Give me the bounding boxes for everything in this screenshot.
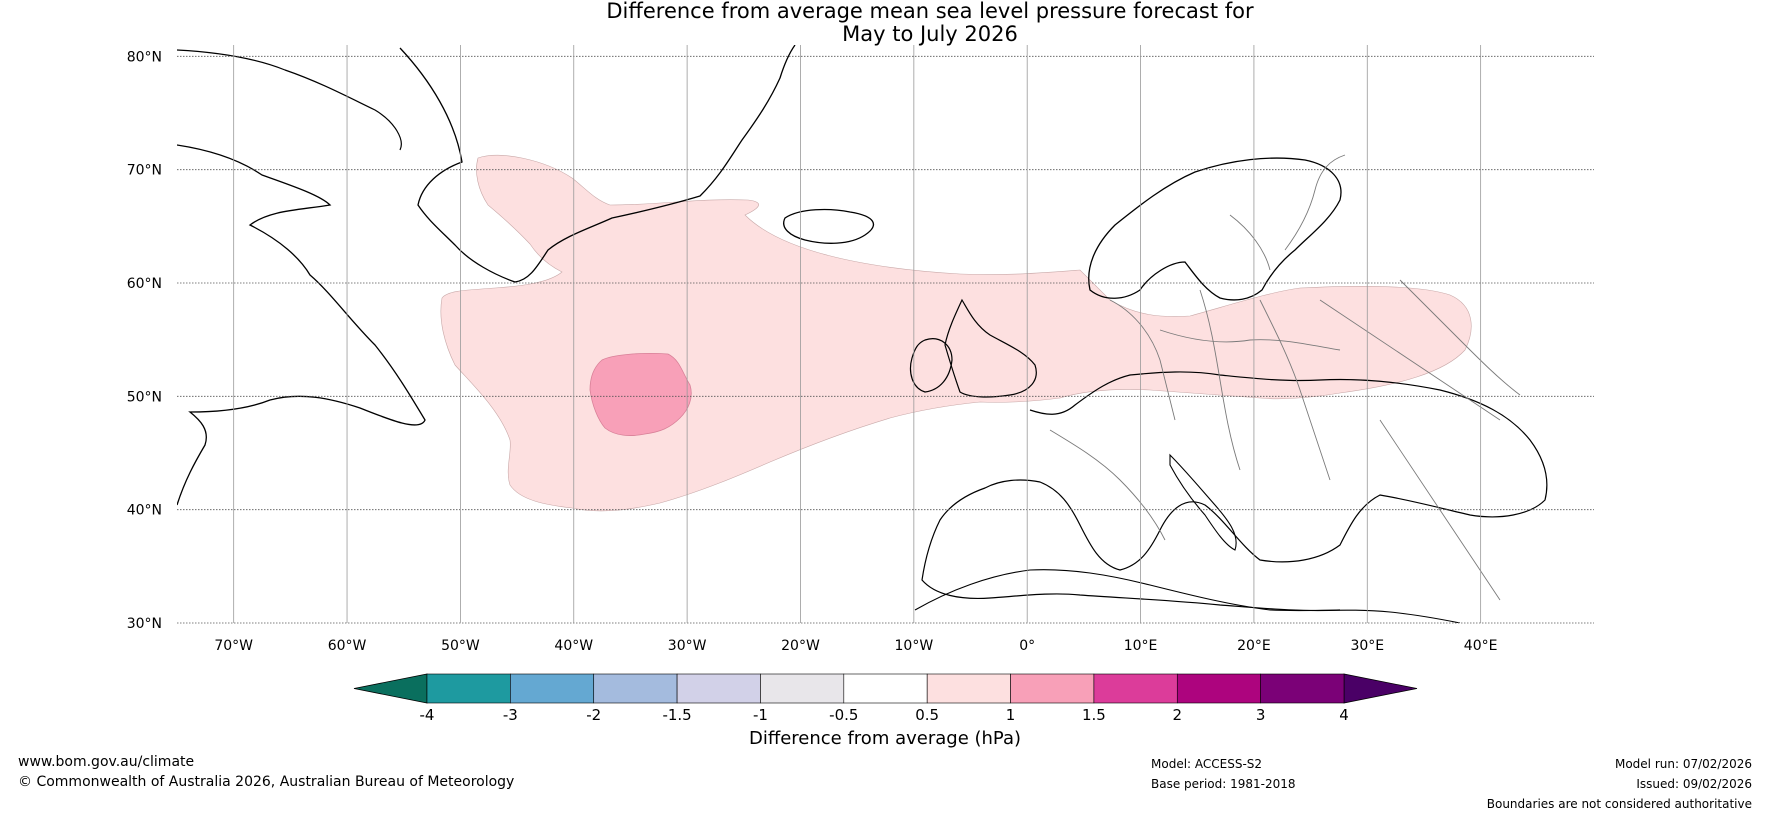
colorbar-segment-8	[1093, 673, 1178, 704]
lon-label-5: 20°W	[781, 638, 820, 654]
longitude-gridlines	[233, 45, 1482, 623]
colorbar-segment-6	[926, 673, 1011, 704]
iceland-coast	[783, 208, 875, 244]
anomaly-region-high	[589, 352, 692, 436]
colorbar-tick-7: 1	[1006, 706, 1016, 724]
map-area	[177, 45, 1548, 623]
canada-coast	[177, 144, 426, 506]
colorbar-segment-1	[510, 673, 595, 704]
colorbar-segment-3	[676, 673, 761, 704]
country-borders	[1049, 154, 1521, 601]
lon-label-4: 30°W	[668, 638, 707, 654]
colorbar-tick-0: -4	[420, 706, 435, 724]
lon-label-2: 50°W	[441, 638, 480, 654]
colorbar-tick-5: -0.5	[829, 706, 858, 724]
canada-islands	[177, 49, 402, 151]
footer-model: Model: ACCESS-S2	[1151, 757, 1263, 771]
colorbar: -4 -3 -2 -1.5 -1 -0.5 0.5 1 1.5 2 3 4	[353, 673, 1418, 724]
lon-label-1: 60°W	[328, 638, 367, 654]
colorbar-segment-4	[760, 673, 845, 704]
lat-label-3: 50°N	[127, 389, 162, 405]
lon-label-11: 40°E	[1464, 638, 1498, 654]
longitude-labels: 70°W 60°W 50°W 40°W 30°W 20°W 10°W 0° 10°E 20°E 30…	[214, 638, 1497, 654]
lat-label-2: 60°N	[127, 276, 162, 292]
colorbar-segment-9	[1176, 673, 1261, 704]
footer-base-period: Base period: 1981-2018	[1151, 777, 1296, 791]
lon-label-7: 0°	[1019, 638, 1035, 654]
lon-label-10: 30°E	[1350, 638, 1384, 654]
colorbar-segment-0	[426, 673, 511, 704]
footer-website[interactable]: www.bom.gov.au/climate	[18, 754, 195, 770]
colorbar-tick-6: 0.5	[915, 706, 939, 724]
colorbar-segment-10	[1260, 673, 1345, 704]
colorbar-tick-3: -1.5	[662, 706, 691, 724]
italy-coast	[1169, 453, 1237, 551]
footer-model-run: Model run: 07/02/2026	[1614, 757, 1752, 771]
lon-label-9: 20°E	[1237, 638, 1271, 654]
lat-label-4: 40°N	[127, 503, 162, 519]
lon-label-0: 70°W	[214, 638, 253, 654]
lon-label-6: 10°W	[895, 638, 934, 654]
colorbar-tick-4: -1	[753, 706, 768, 724]
scandinavia-coast	[1088, 157, 1342, 301]
colorbar-tick-2: -2	[586, 706, 601, 724]
colorbar-segment-2	[593, 673, 678, 704]
lat-label-1: 70°N	[127, 163, 162, 179]
footer-disclaimer: Boundaries are not considered authoritat…	[1486, 797, 1752, 811]
ireland-coast	[909, 338, 953, 393]
colorbar-tick-8: 1.5	[1082, 706, 1106, 724]
colorbar-tick-1: -3	[503, 706, 518, 724]
colorbar-label: Difference from average (hPa)	[749, 728, 1021, 749]
footer-copyright: © Commonwealth of Australia 2026, Austra…	[18, 774, 515, 790]
colorbar-tick-10: 3	[1256, 706, 1266, 724]
title-line-1: Difference from average mean sea level p…	[606, 0, 1254, 23]
colorbar-tick-11: 4	[1339, 706, 1349, 724]
title-line-2: May to July 2026	[842, 22, 1018, 46]
colorbar-segment-7	[1010, 673, 1095, 704]
latitude-gridlines	[177, 55, 1594, 624]
latitude-labels: 80°N 70°N 60°N 50°N 40°N 30°N	[127, 49, 162, 632]
lat-label-0: 80°N	[127, 49, 162, 65]
greenland-coast	[399, 45, 796, 283]
colorbar-tick-9: 2	[1172, 706, 1182, 724]
colorbar-under-arrow	[353, 673, 428, 704]
europe-coast	[921, 371, 1548, 612]
colorbar-over-arrow	[1343, 673, 1418, 704]
anomaly-region-low	[440, 154, 1472, 512]
uk-coast	[944, 298, 1037, 398]
colorbar-segment-5	[843, 673, 928, 704]
footer-issued: Issued: 09/02/2026	[1636, 777, 1752, 791]
lat-label-5: 30°N	[127, 616, 162, 632]
lon-label-8: 10°E	[1124, 638, 1158, 654]
lon-label-3: 40°W	[554, 638, 593, 654]
north-africa-coast	[914, 569, 1461, 623]
